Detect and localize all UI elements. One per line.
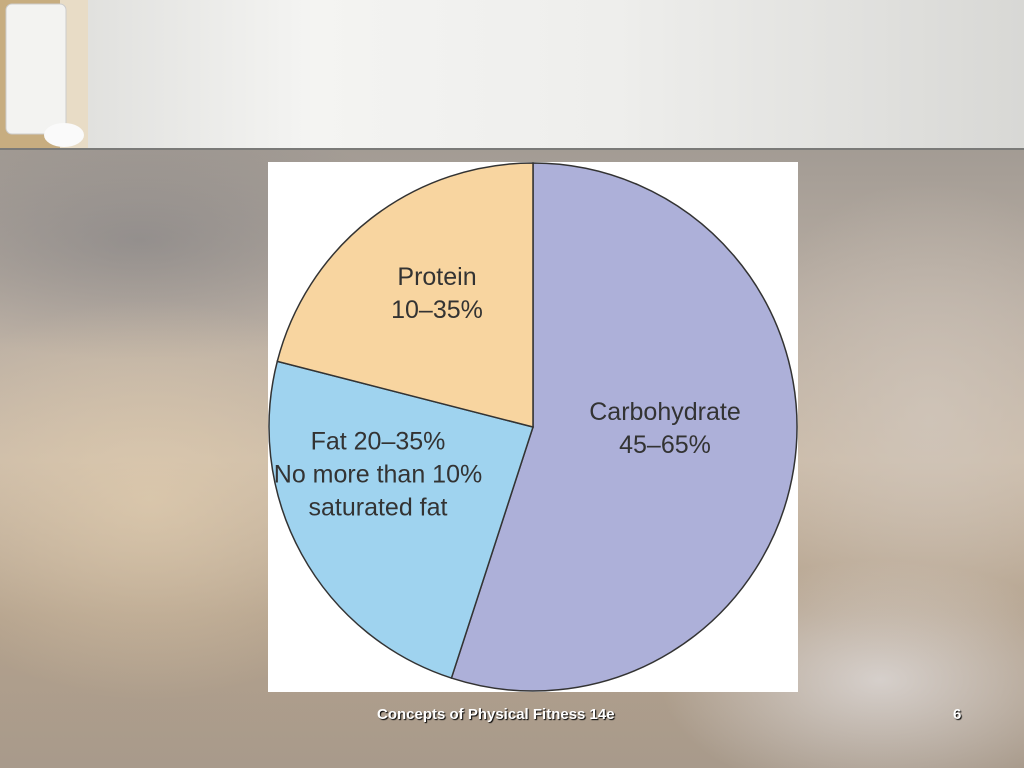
slice-label: Fat 20–35% [311,428,446,456]
page-number: 6 [953,706,962,723]
header-photo [0,0,88,148]
slice-label: 10–35% [391,296,483,324]
slice-label: Protein [397,263,476,291]
slice-label: saturated fat [309,494,448,522]
footer-text: Concepts of Physical Fitness 14e [377,706,615,723]
pie-slice [276,162,534,428]
slice-label: No more than 10% [274,461,482,489]
pie-slice [268,360,534,680]
slice-label: Carbohydrate [589,398,740,426]
pie-slice [450,162,798,692]
slice-label: 45–65% [619,431,711,459]
header-band [0,0,1024,150]
